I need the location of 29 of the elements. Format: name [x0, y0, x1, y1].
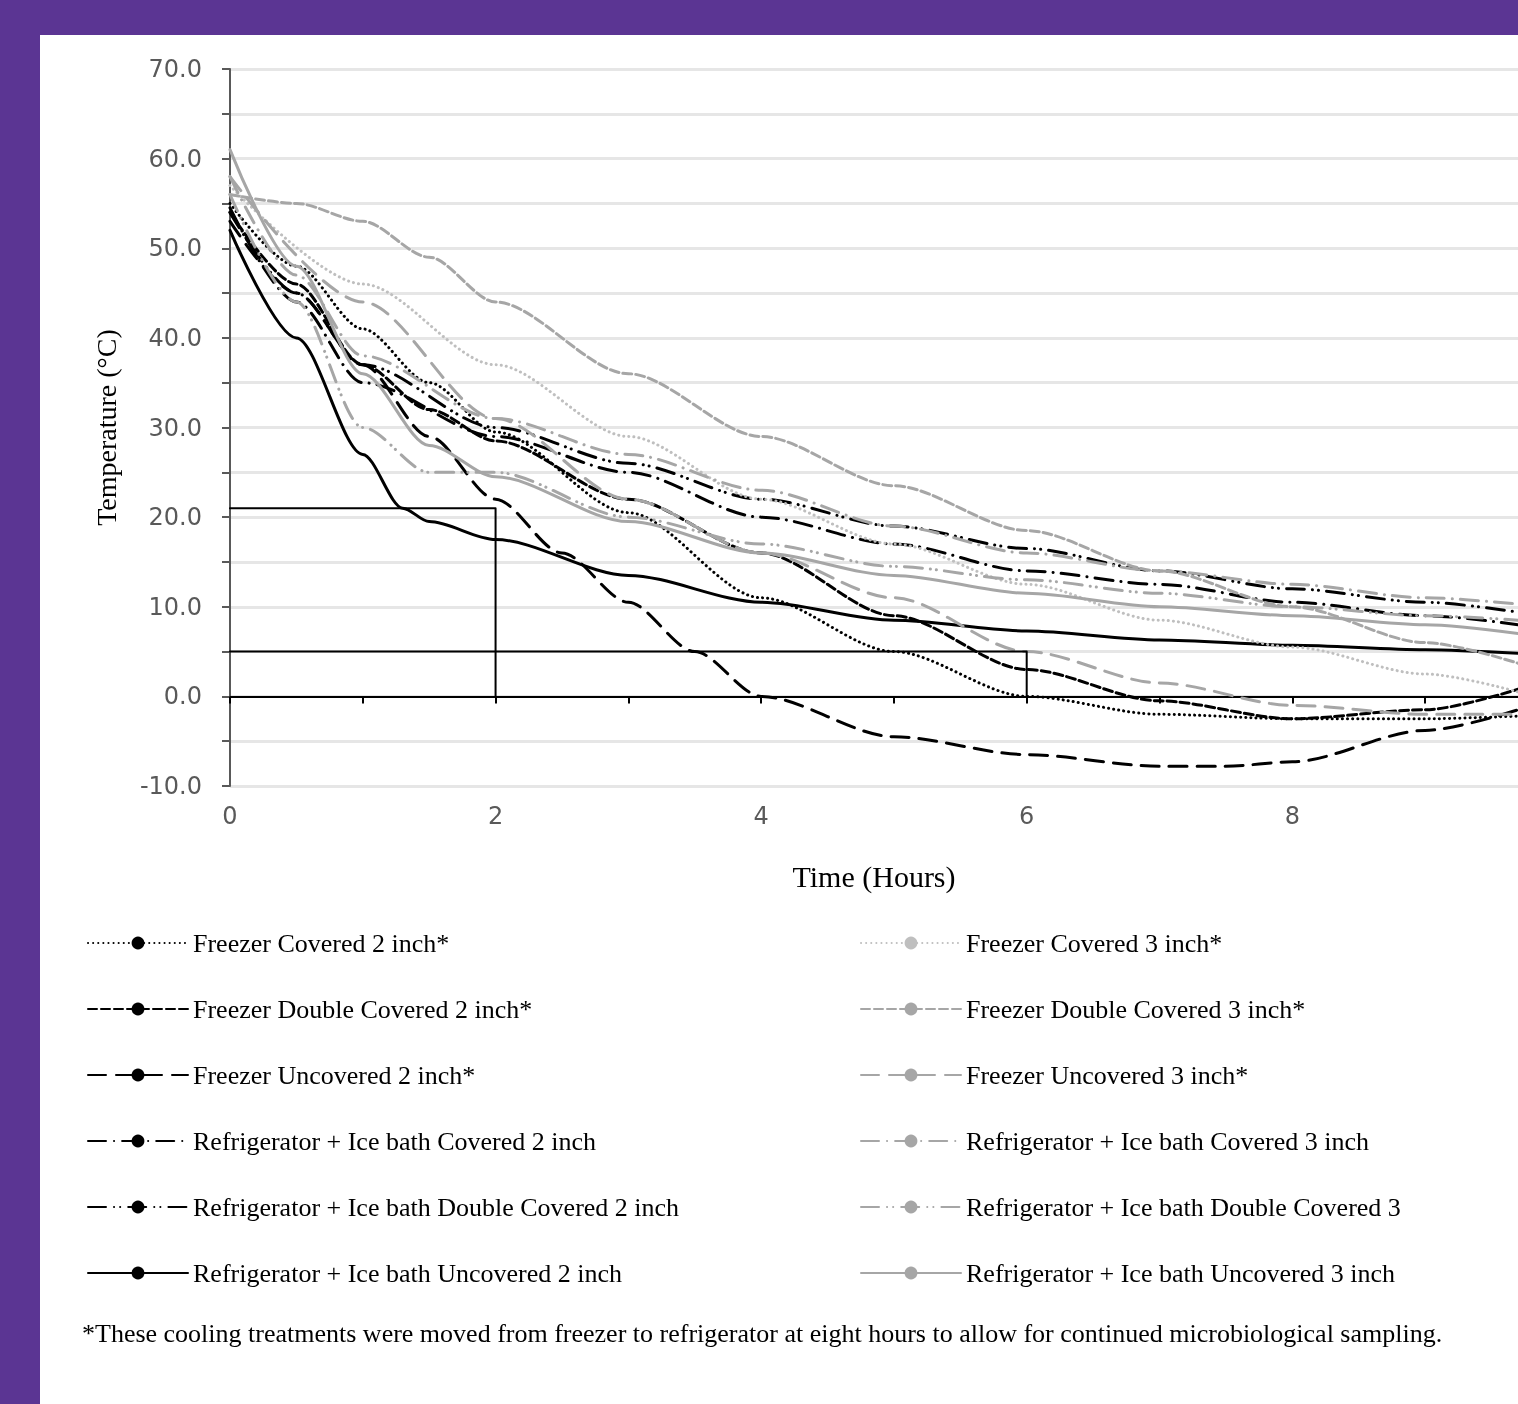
x-tick-label: 0 — [222, 802, 238, 830]
x-tick-label: 2 — [487, 802, 504, 830]
legend-label: Refrigerator + Ice bath Double Covered 2 inch — [193, 1192, 680, 1222]
y-axis-title: Temperature (°C) — [90, 329, 122, 526]
x-tick-label: 6 — [1019, 802, 1035, 830]
legend-label: Freezer Double Covered 3 inch* — [966, 994, 1306, 1024]
y-tick-label: 10.0 — [148, 592, 202, 621]
legend-label: Refrigerator + Ice bath Uncovered 2 inch — [193, 1258, 623, 1288]
y-tick-label: 60.0 — [148, 144, 202, 173]
legend-label: Refrigerator + Ice bath Covered 2 inch — [193, 1126, 597, 1156]
y-tick-label: -10.0 — [139, 772, 202, 800]
legend-label: Refrigerator + Ice bath Covered 3 inch — [966, 1126, 1370, 1156]
y-tick-label: 50.0 — [148, 234, 202, 263]
y-tick-label: 30.0 — [148, 413, 202, 442]
legend-label: Refrigerator + Ice bath Uncovered 3 inch — [966, 1258, 1396, 1288]
legend-label: Freezer Covered 3 inch* — [966, 928, 1223, 958]
text: *These cooling treatments were moved from freezer to refrigerator at eight hours to allow for continued microbiological sampling. — [82, 1318, 1444, 1350]
legend-label: Refrigerator + Ice bath Double Covered 3 — [966, 1192, 1401, 1222]
x-axis-title: Time (Hours) — [792, 859, 956, 894]
x-tick-label: 8 — [1284, 802, 1300, 830]
y-tick-label: 20.0 — [148, 503, 202, 532]
legend-label: Freezer Double Covered 2 inch* — [193, 994, 533, 1024]
y-tick-label: 40.0 — [148, 323, 202, 352]
y-tick-label: 0.0 — [163, 682, 202, 711]
legend-label: Freezer Uncovered 3 inch* — [966, 1060, 1249, 1090]
legend-label: Freezer Uncovered 2 inch* — [193, 1060, 476, 1090]
x-tick-label: 4 — [753, 802, 769, 830]
legend-label: Freezer Covered 2 inch* — [193, 928, 450, 958]
y-tick-label: 70.0 — [148, 55, 202, 83]
